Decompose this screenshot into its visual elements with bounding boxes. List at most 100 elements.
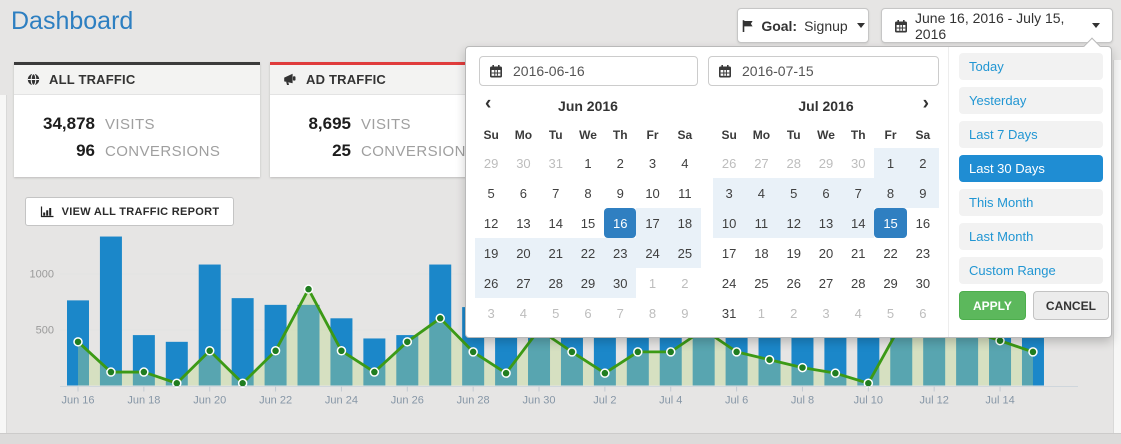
calendar-day[interactable]: 14 (842, 208, 875, 238)
next-month-icon[interactable]: › (922, 93, 929, 114)
calendar-day[interactable]: 11 (678, 185, 692, 201)
calendar-day[interactable]: 27 (507, 268, 540, 298)
calendar-day[interactable]: 2 (616, 155, 624, 171)
calendar-day[interactable]: 2 (790, 305, 798, 321)
calendar-day[interactable]: 3 (822, 305, 830, 321)
calendar-day[interactable]: 2 (906, 148, 939, 178)
calendar-day[interactable]: 8 (584, 185, 592, 201)
calendar-day[interactable]: 3 (713, 178, 746, 208)
calendar-day[interactable]: 22 (883, 245, 898, 261)
calendar-day[interactable]: 4 (681, 155, 689, 171)
calendar-day[interactable]: 29 (483, 155, 499, 171)
calendar-day[interactable]: 20 (818, 245, 834, 261)
calendar-day[interactable]: 6 (919, 305, 927, 321)
calendar-day[interactable]: 27 (818, 275, 834, 291)
calendar-day[interactable]: 5 (552, 305, 560, 321)
cancel-button[interactable]: CANCEL (1032, 291, 1109, 320)
calendar-day[interactable]: 19 (475, 238, 508, 268)
calendar-day[interactable]: 25 (668, 238, 701, 268)
calendar-day[interactable]: 1 (648, 275, 657, 291)
calendar-day[interactable]: 10 (713, 208, 746, 238)
calendar-day[interactable]: 1 (757, 305, 766, 321)
preset-today[interactable]: Today (959, 53, 1103, 80)
calendar-day[interactable]: 3 (648, 155, 657, 171)
calendar-day[interactable]: 9 (616, 185, 624, 201)
calendar-day[interactable]: 25 (754, 275, 769, 291)
calendar-day[interactable]: 17 (636, 208, 669, 238)
calendar-day[interactable]: 17 (721, 245, 737, 261)
calendar-day[interactable]: 6 (809, 178, 843, 208)
end-date-input[interactable] (740, 62, 929, 80)
calendar-day[interactable]: 2 (681, 275, 689, 291)
calendar-day[interactable]: 6 (584, 305, 592, 321)
calendar-day[interactable]: 28 (539, 268, 572, 298)
calendar-day[interactable]: 26 (475, 268, 508, 298)
calendar-day[interactable]: 5 (487, 185, 495, 201)
apply-button[interactable]: APPLY (959, 291, 1026, 320)
calendar-day[interactable]: 30 (516, 155, 531, 171)
calendar-day[interactable]: 26 (786, 275, 801, 291)
calendar-day[interactable]: 9 (906, 178, 939, 208)
calendar-day[interactable]: 4 (519, 305, 528, 321)
start-date-input[interactable] (511, 62, 688, 80)
calendar-day[interactable]: 8 (874, 178, 907, 208)
calendar-day[interactable]: 18 (754, 245, 769, 261)
calendar-day[interactable]: 5 (886, 305, 895, 321)
calendar-day[interactable]: 13 (809, 208, 843, 238)
calendar-day[interactable]: 21 (851, 245, 866, 261)
calendar-day[interactable]: 23 (604, 238, 637, 268)
calendar-day[interactable]: 1 (874, 148, 907, 178)
calendar-day[interactable]: 15 (580, 215, 596, 231)
calendar-day[interactable]: 30 (915, 275, 931, 291)
calendar-day[interactable]: 19 (786, 245, 801, 261)
calendar-day[interactable]: 30 (851, 155, 866, 171)
calendar-day[interactable]: 9 (681, 305, 689, 321)
prev-month-icon[interactable]: ‹ (485, 93, 492, 114)
preset-custom-range[interactable]: Custom Range (959, 257, 1103, 284)
calendar-day[interactable]: 24 (721, 275, 737, 291)
calendar-day[interactable]: 24 (636, 238, 669, 268)
calendar-day[interactable]: 13 (516, 215, 531, 231)
calendar-day[interactable]: 1 (584, 155, 592, 171)
calendar-day[interactable]: 28 (851, 275, 866, 291)
preset-yesterday[interactable]: Yesterday (959, 87, 1103, 114)
calendar-day[interactable]: 4 (745, 178, 778, 208)
view-all-traffic-report-button[interactable]: VIEW ALL TRAFFIC REPORT (25, 197, 234, 226)
calendar-day[interactable]: 28 (786, 155, 801, 171)
calendar-day[interactable]: 12 (483, 215, 499, 231)
calendar-day[interactable]: 7 (616, 305, 624, 321)
preset-this-month[interactable]: This Month (959, 189, 1103, 216)
calendar-day[interactable]: 26 (721, 155, 737, 171)
calendar-day[interactable]: 3 (487, 305, 495, 321)
preset-last-month[interactable]: Last Month (959, 223, 1103, 250)
calendar-day[interactable]: 12 (777, 208, 810, 238)
calendar-day[interactable]: 14 (548, 215, 563, 231)
calendar-day[interactable]: 5 (777, 178, 810, 208)
calendar-day[interactable]: 6 (519, 185, 528, 201)
calendar-day[interactable]: 15 (874, 208, 907, 238)
calendar-day[interactable]: 8 (648, 305, 657, 321)
calendar-day[interactable]: 7 (842, 178, 875, 208)
calendar-day[interactable]: 31 (721, 305, 737, 321)
preset-last-7-days[interactable]: Last 7 Days (959, 121, 1103, 148)
calendar-day[interactable]: 29 (883, 275, 898, 291)
calendar-day[interactable]: 27 (754, 155, 769, 171)
calendar-day[interactable]: 29 (818, 155, 834, 171)
calendar-day[interactable]: 30 (604, 268, 637, 298)
calendar-day[interactable]: 22 (571, 238, 605, 268)
preset-last-30-days[interactable]: Last 30 Days (959, 155, 1103, 182)
calendar-day[interactable]: 31 (548, 155, 563, 171)
calendar-day[interactable]: 29 (571, 268, 605, 298)
calendar-day[interactable]: 20 (507, 238, 540, 268)
calendar-day[interactable]: 10 (645, 185, 660, 201)
calendar-day[interactable]: 7 (552, 185, 560, 201)
date-range-button[interactable]: June 16, 2016 - July 15, 2016 (881, 8, 1113, 43)
calendar-day[interactable]: 23 (915, 245, 931, 261)
calendar-day[interactable]: 11 (745, 208, 778, 238)
goal-selector-button[interactable]: Goal: Signup (737, 8, 869, 43)
calendar-day[interactable]: 18 (668, 208, 701, 238)
calendar-day[interactable]: 4 (854, 305, 862, 321)
calendar-day[interactable]: 21 (539, 238, 572, 268)
calendar-day[interactable]: 16 (604, 208, 637, 238)
calendar-day[interactable]: 16 (915, 215, 931, 231)
